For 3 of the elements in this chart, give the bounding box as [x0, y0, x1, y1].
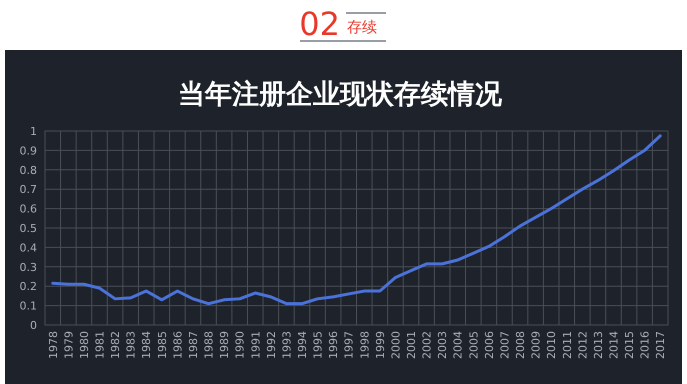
annotation: 存续: [347, 18, 377, 36]
title: 当年注册企业现状存续情况: [178, 79, 502, 110]
annotation: 02: [299, 5, 340, 43]
